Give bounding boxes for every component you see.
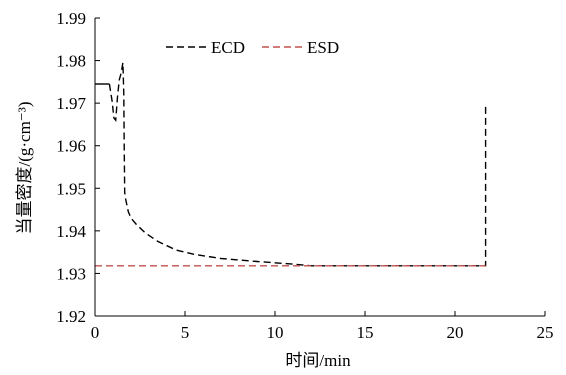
y-axis: 1.92 1.93 1.94 1.95 1.96 1.97 1.98 1.99 <box>56 9 100 326</box>
y-tick-label: 1.94 <box>56 222 86 241</box>
series-line-ecd <box>108 62 487 267</box>
x-axis-label: 时间/min <box>285 351 351 370</box>
x-axis: 0 5 10 15 20 25 <box>91 311 554 342</box>
y-tick-label: 1.95 <box>56 179 86 198</box>
x-tick-label: 0 <box>91 323 100 342</box>
x-tick-label: 10 <box>267 323 284 342</box>
y-tick-label: 1.99 <box>56 9 86 28</box>
legend: ECD ESD <box>166 38 339 57</box>
legend-label-esd: ESD <box>307 38 339 57</box>
x-tick-label: 15 <box>357 323 374 342</box>
plot-area <box>95 62 487 267</box>
x-tick-label: 20 <box>447 323 464 342</box>
y-tick-label: 1.96 <box>56 137 86 156</box>
y-tick-label: 1.97 <box>56 94 86 113</box>
y-tick-label: 1.93 <box>56 264 86 283</box>
y-axis-label: 当量密度/(g·cm⁻³) <box>15 101 34 234</box>
legend-label-ecd: ECD <box>211 38 245 57</box>
y-tick-label: 1.92 <box>56 307 86 326</box>
x-tick-label: 5 <box>181 323 190 342</box>
y-tick-label: 1.98 <box>56 52 86 71</box>
x-tick-label: 25 <box>537 323 554 342</box>
